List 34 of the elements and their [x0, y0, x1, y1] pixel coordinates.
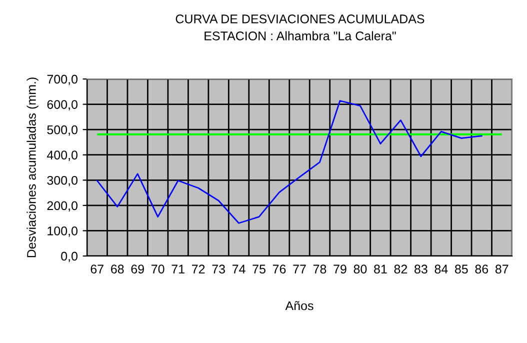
x-tick-label: 80: [354, 264, 367, 274]
x-tick-label: 86: [475, 264, 488, 274]
x-tick-label: 84: [434, 264, 448, 274]
x-tick-label: 76: [272, 264, 286, 274]
x-tick-label: 69: [131, 264, 144, 274]
y-tick-label: 0,0: [61, 252, 78, 262]
x-tick-label: 79: [334, 264, 346, 274]
x-tick-label: 68: [111, 264, 124, 274]
chart-subtitle: ESTACION : Alhambra "La Calera": [204, 31, 396, 40]
x-tick-label: 83: [414, 264, 428, 274]
x-tick-label: 85: [454, 264, 468, 274]
x-tick-label: 71: [172, 264, 184, 274]
x-tick-label: 70: [152, 264, 164, 274]
y-tick-label: 200,0: [47, 201, 78, 212]
x-tick-label: 87: [495, 264, 508, 274]
y-tick-label: 300,0: [47, 176, 78, 186]
x-tick-label: 81: [374, 264, 387, 274]
x-axis-title: Años: [285, 301, 314, 310]
x-tick-label: 73: [212, 264, 225, 274]
y-tick-label: 500,0: [47, 125, 78, 136]
x-tick-label: 67: [90, 264, 104, 274]
x-tick-label: 78: [313, 264, 326, 274]
x-tick-label: 77: [293, 264, 306, 274]
x-tick-label: 82: [394, 264, 408, 274]
y-tick-label: 600,0: [47, 100, 78, 110]
y-tick-label: 400,0: [46, 150, 78, 161]
x-tick-label: 74: [232, 264, 246, 274]
x-tick-label: 75: [252, 264, 266, 274]
chart-title: CURVA DE DESVIACIONES ACUMULADAS: [176, 14, 424, 24]
y-tick-label: 100,0: [48, 226, 78, 237]
y-tick-label: 700,0: [47, 74, 78, 86]
x-tick-label: 72: [192, 264, 205, 274]
y-axis-title: Desviaciones acumuladas (mm.): [26, 78, 38, 258]
line-series: [96, 100, 482, 224]
